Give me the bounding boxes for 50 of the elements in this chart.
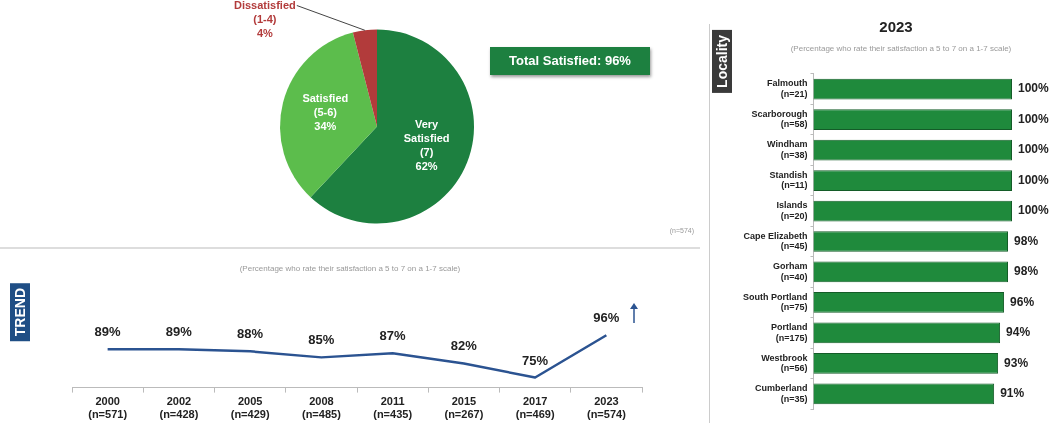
y-axis-title: Locality	[712, 30, 732, 93]
chart-title: 2023	[878, 18, 914, 35]
y-tick-label: Falmouth (n=21)	[766, 78, 808, 99]
data-label: 98%	[1014, 233, 1039, 248]
x-tick-label: 2023 (n=574)	[586, 395, 627, 421]
y-axis-title: TREND	[10, 283, 30, 342]
x-tick-label: 2017 (n=469)	[515, 395, 555, 421]
data-label: 96%	[593, 310, 620, 326]
y-tick-label: Standish (n=11)	[769, 169, 808, 191]
data-label: 85%	[308, 332, 335, 348]
y-tick-label: Windham (n=38)	[767, 139, 808, 160]
data-label: 100%	[1018, 172, 1050, 187]
data-label: 100%	[1018, 111, 1050, 126]
slice-label: Satisfied (5-6)	[302, 92, 349, 119]
y-tick-label: Cumberland (n=35)	[754, 383, 808, 404]
chart-subtitle: (Percentage who rate their satisfaction a 5 to 7 on a 1-7 scale)	[789, 44, 1013, 53]
data-label: 100%	[1018, 142, 1050, 157]
text: Total Satisfied: 96%	[490, 47, 650, 75]
slice-label: Very Satisfied (7)	[403, 118, 450, 159]
y-tick-label: Scarborough (n=58)	[751, 108, 808, 130]
x-tick-label: 2011 (n=435)	[373, 395, 413, 421]
y-tick-label: Westbrook (n=56)	[761, 352, 809, 374]
data-label: 75%	[522, 352, 549, 368]
x-tick-label: 2002 (n=428)	[159, 395, 199, 421]
slice-label: Dissatisfied (1-4)	[233, 0, 296, 25]
x-tick-label: 2008 (n=485)	[301, 395, 342, 421]
data-label: 89%	[94, 324, 122, 340]
data-label: 62%	[415, 160, 438, 173]
y-tick-label: Gorham (n=40)	[772, 261, 808, 282]
data-label: 4%	[256, 26, 274, 39]
data-label: 89%	[165, 324, 193, 340]
data-label: 100%	[1018, 81, 1050, 96]
y-tick-label: Islands (n=20)	[776, 200, 808, 221]
data-label: 34%	[314, 120, 337, 133]
y-tick-label: Cape Elizabeth (n=45)	[743, 230, 808, 252]
data-label: 96%	[1010, 294, 1035, 309]
y-tick-label: Portland (n=175)	[770, 322, 808, 343]
chart-subtitle: (Percentage who rate their satisfaction a 5 to 7 on a 1-7 scale)	[238, 264, 462, 273]
data-label: 91%	[1000, 386, 1025, 401]
data-label: 98%	[1014, 264, 1039, 279]
data-label: 93%	[1004, 355, 1029, 370]
data-label: 94%	[1006, 325, 1031, 340]
data-label: 82%	[450, 338, 478, 354]
data-label: 100%	[1018, 203, 1050, 218]
x-tick-label: 2000 (n=571)	[88, 395, 128, 421]
x-tick-label: 2005 (n=429)	[230, 395, 270, 421]
y-tick-label: South Portland (n=75)	[742, 291, 808, 313]
x-tick-label: 2015 (n=267)	[444, 395, 484, 421]
data-label: 88%	[237, 326, 264, 342]
data-label: 87%	[379, 328, 407, 344]
